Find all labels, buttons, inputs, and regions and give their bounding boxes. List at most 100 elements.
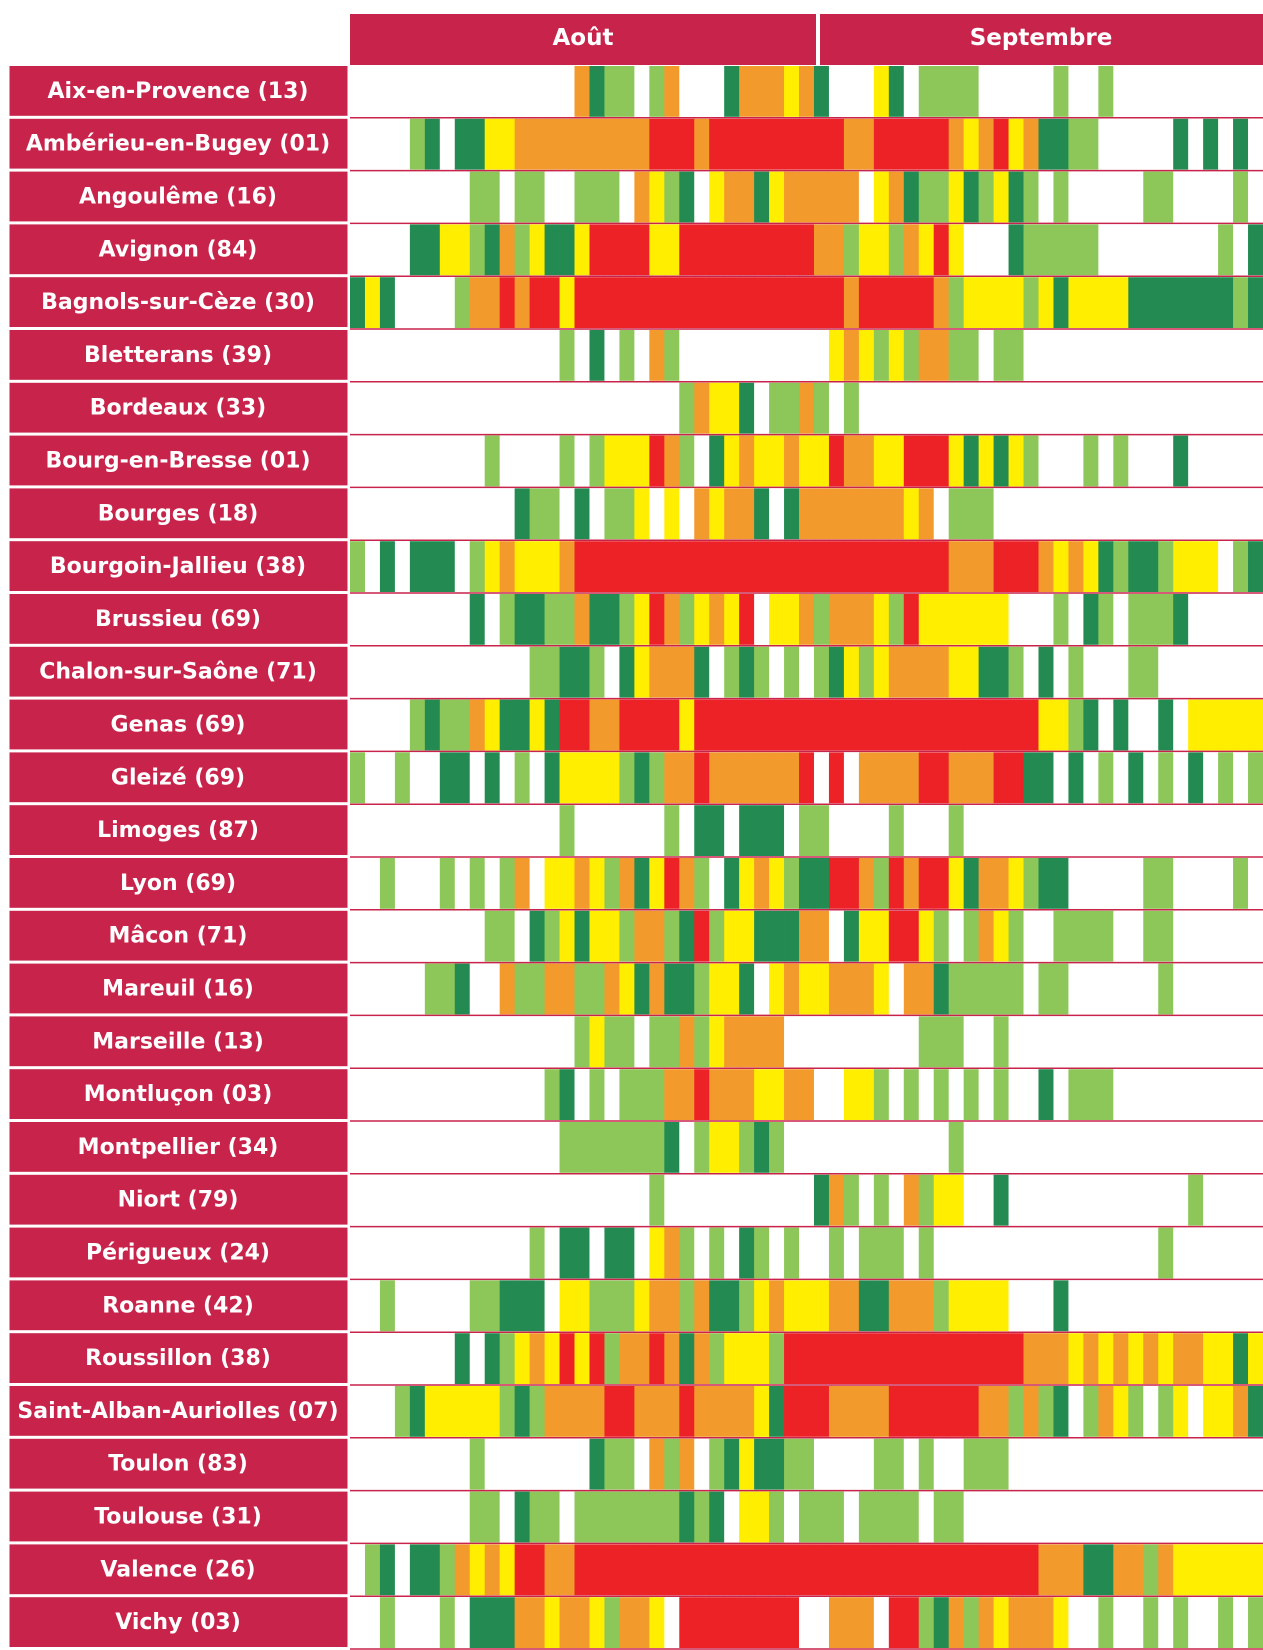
- cell: [409, 1280, 426, 1332]
- cell: [484, 752, 501, 804]
- cell: [364, 594, 381, 645]
- cell: [1113, 330, 1129, 381]
- cell: [918, 1544, 935, 1596]
- cell: [559, 1597, 575, 1648]
- cell: [514, 1597, 531, 1648]
- cell: [1143, 118, 1159, 170]
- cell: [1098, 752, 1114, 804]
- cell: [933, 699, 950, 751]
- cell: [888, 1280, 905, 1332]
- cell: [754, 66, 770, 117]
- cell: [514, 541, 531, 592]
- cell: [963, 699, 980, 751]
- cell: [948, 1174, 965, 1226]
- cell: [828, 1016, 845, 1068]
- cell: [948, 1016, 965, 1068]
- cell: [484, 330, 501, 381]
- cell: [784, 1438, 800, 1490]
- cell: [828, 805, 845, 856]
- cell: [559, 1174, 575, 1226]
- cell: [903, 541, 920, 592]
- cell: [664, 435, 680, 487]
- row-label: Saint-Alban-Auriolles (07): [17, 1399, 338, 1424]
- cell: [379, 382, 396, 434]
- cell: [529, 277, 545, 328]
- cell: [1158, 1491, 1174, 1543]
- cell: [858, 1438, 875, 1490]
- row-label: Gleizé (69): [111, 765, 245, 790]
- cell: [529, 224, 545, 276]
- cell: [679, 1544, 695, 1596]
- cell: [813, 1386, 830, 1437]
- cell: [649, 1491, 665, 1543]
- cell: [1158, 382, 1174, 434]
- cell: [379, 699, 396, 751]
- cell: [484, 1122, 501, 1173]
- cell: [499, 435, 516, 487]
- cell: [424, 382, 441, 434]
- cell: [1068, 1491, 1084, 1543]
- cell: [843, 752, 860, 804]
- cell: [933, 858, 950, 909]
- cell: [1188, 963, 1204, 1015]
- cell: [918, 1280, 935, 1332]
- cell: [843, 1386, 860, 1437]
- cell: [649, 910, 665, 962]
- cell: [1023, 541, 1039, 592]
- cell: [499, 910, 516, 962]
- cell: [679, 1122, 695, 1173]
- cell: [1233, 1122, 1249, 1173]
- cell: [739, 1122, 755, 1173]
- cell: [799, 1227, 815, 1279]
- cell: [754, 963, 770, 1015]
- cell: [1038, 171, 1054, 223]
- cell: [828, 1597, 845, 1648]
- cell: [409, 488, 426, 540]
- cell: [574, 1069, 590, 1120]
- cell: [409, 382, 426, 434]
- cell: [1053, 1227, 1069, 1279]
- cell: [1023, 1016, 1039, 1068]
- cell: [948, 541, 965, 592]
- cell: [694, 1122, 710, 1173]
- cell: [364, 435, 381, 487]
- cell: [1038, 382, 1054, 434]
- cell: [574, 699, 590, 751]
- cell: [784, 594, 800, 645]
- cell: [514, 963, 531, 1015]
- cell: [1068, 858, 1084, 909]
- cell: [439, 541, 456, 592]
- cell: [963, 277, 980, 328]
- cell: [1113, 382, 1129, 434]
- cell: [574, 382, 590, 434]
- row-label: Roussillon (38): [85, 1346, 271, 1371]
- cell: [993, 382, 1009, 434]
- cell: [424, 66, 441, 117]
- cell: [589, 118, 605, 170]
- cell: [589, 541, 605, 592]
- cell: [409, 805, 426, 856]
- cell: [888, 1174, 905, 1226]
- cell: [933, 1174, 950, 1226]
- cell: [724, 1174, 740, 1226]
- cell: [709, 594, 725, 645]
- cell: [1143, 1438, 1159, 1490]
- cell: [1053, 858, 1069, 909]
- cell: [1083, 1544, 1099, 1596]
- cell: [454, 699, 471, 751]
- cell: [993, 1438, 1009, 1490]
- cell: [379, 330, 396, 381]
- cell: [604, 224, 620, 276]
- cell: [424, 1491, 441, 1543]
- cell: [1113, 224, 1129, 276]
- cell: [933, 1544, 950, 1596]
- cell: [1083, 752, 1099, 804]
- cell: [484, 646, 501, 698]
- cell: [813, 1491, 830, 1543]
- cell: [394, 646, 411, 698]
- cell: [544, 594, 560, 645]
- cell: [544, 171, 560, 223]
- cell: [918, 646, 935, 698]
- cell: [514, 752, 531, 804]
- cell: [514, 171, 531, 223]
